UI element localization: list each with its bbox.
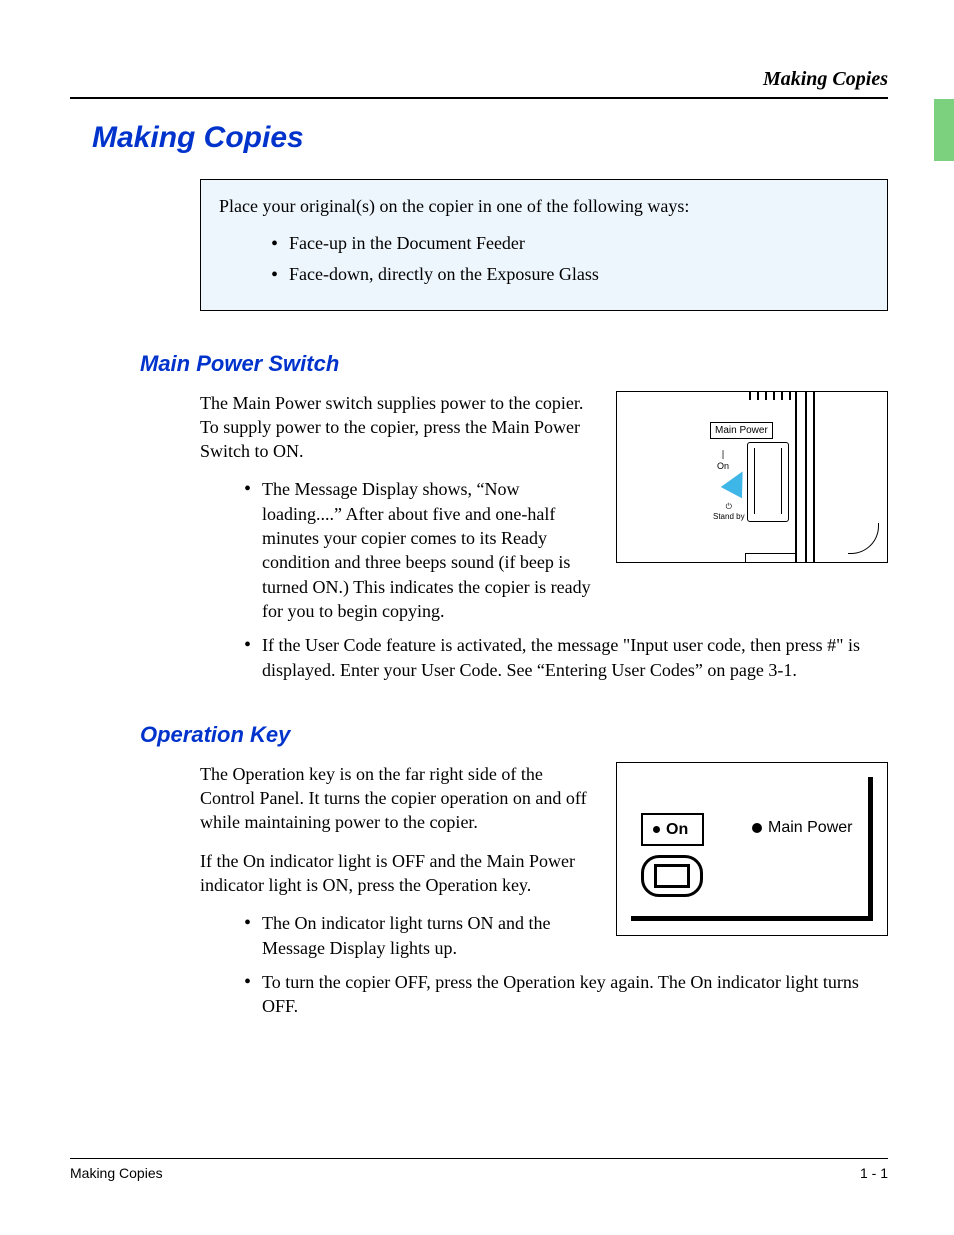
panel-outline: [631, 777, 873, 921]
section2-list-cont: To turn the copier OFF, press the Operat…: [200, 970, 888, 1019]
section1-list: The Message Display shows, “Now loading.…: [200, 477, 598, 623]
running-header: Making Copies: [70, 68, 888, 91]
section2-text-col: The Operation key is on the far right si…: [200, 762, 598, 970]
section1-p1: The Main Power switch supplies power to …: [200, 391, 598, 464]
section1-list-cont: If the User Code feature is activated, t…: [200, 633, 888, 682]
main-power-label-text: Main Power: [768, 817, 852, 839]
tab-marker: [934, 99, 954, 161]
figure-operation-key: On Main Power: [616, 762, 888, 936]
page: Making Copies Making Copies Place your o…: [0, 0, 954, 1235]
section1-two-col: The Main Power switch supplies power to …: [200, 391, 888, 634]
section1-text-col: The Main Power switch supplies power to …: [200, 391, 598, 634]
figure-label-standby: ⏻Stand by: [713, 502, 745, 524]
on-label-text: On: [666, 819, 688, 841]
figure-on-label: On: [641, 813, 704, 847]
section2-p2: If the On indicator light is OFF and the…: [200, 849, 598, 898]
section2-bullet: The On indicator light turns ON and the …: [244, 911, 598, 960]
footer: Making Copies 1 - 1: [70, 1158, 888, 1181]
intro-item: Face-down, directly on the Exposure Glas…: [271, 262, 869, 287]
section1-bullet: The Message Display shows, “Now loading.…: [244, 477, 598, 623]
section2-two-col: The Operation key is on the far right si…: [200, 762, 888, 970]
switch-inner: [754, 448, 782, 514]
operation-button-icon: [641, 855, 703, 897]
chapter-title: Making Copies: [92, 121, 888, 155]
section2-bullet: To turn the copier OFF, press the Operat…: [244, 970, 888, 1019]
section2-list: The On indicator light turns ON and the …: [200, 911, 598, 960]
dot-icon: [653, 826, 660, 833]
header-rule: [70, 97, 888, 99]
section1-bullet: If the User Code feature is activated, t…: [244, 633, 888, 682]
figure-main-power-label: Main Power: [752, 817, 852, 839]
figure-main-power-switch: Main Power ❘On ⏻Stand by: [616, 391, 888, 563]
footer-left: Making Copies: [70, 1165, 163, 1181]
figure-label-main-power: Main Power: [710, 422, 773, 440]
footer-rule: [70, 1158, 888, 1159]
intro-lead: Place your original(s) on the copier in …: [219, 194, 869, 219]
section2-body: The Operation key is on the far right si…: [200, 762, 888, 1019]
intro-list: Face-up in the Document Feeder Face-down…: [219, 231, 869, 287]
intro-item: Face-up in the Document Feeder: [271, 231, 869, 256]
dot-icon: [752, 823, 762, 833]
figure-label-on: ❘On: [717, 448, 729, 472]
section-heading-operation-key: Operation Key: [140, 722, 888, 748]
footer-right: 1 - 1: [860, 1165, 888, 1181]
intro-box: Place your original(s) on the copier in …: [200, 179, 888, 311]
section-heading-main-power: Main Power Switch: [140, 351, 888, 377]
section1-body: The Main Power switch supplies power to …: [200, 391, 888, 682]
section2-p1: The Operation key is on the far right si…: [200, 762, 598, 835]
